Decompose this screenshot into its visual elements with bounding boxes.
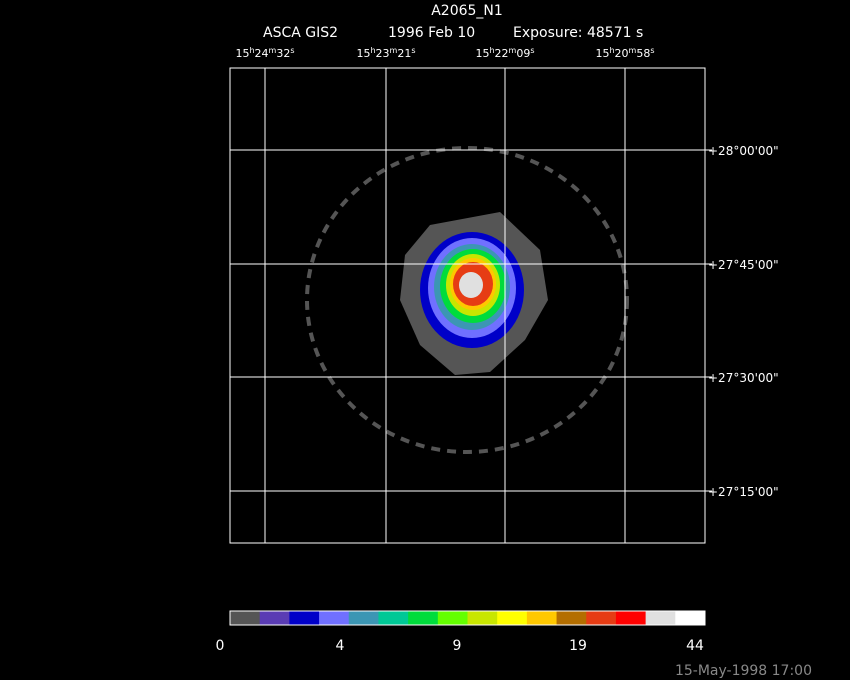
colorbar-label: 19 (569, 638, 587, 654)
colorbar-swatch (497, 611, 528, 625)
colorbar-label: 9 (453, 638, 462, 654)
colorbar-label: 0 (216, 638, 225, 654)
ring (305, 146, 629, 454)
colorbar-swatch (586, 611, 617, 625)
ra-label: 15h20m58s (595, 46, 654, 60)
colorbar-swatch (259, 611, 290, 625)
ra-label-part: 09 (516, 47, 530, 60)
ra-label-part: 22 (495, 47, 509, 60)
ra-label-part: h (609, 46, 614, 55)
colorbar-swatch (645, 611, 676, 625)
ra-label-part: h (489, 46, 494, 55)
ra-label-part: 58 (636, 47, 650, 60)
colorbar-swatch (378, 611, 409, 625)
ra-label-part: m (269, 46, 277, 55)
colorbar-swatch (408, 611, 439, 625)
ra-label-part: s (650, 46, 654, 55)
ra-label: 15h22m09s (475, 46, 534, 60)
colorbar-frame (229, 610, 706, 626)
ra-label-part: 23 (376, 47, 390, 60)
ra-label-part: m (390, 46, 398, 55)
instrument: ASCA GIS2 (263, 25, 338, 41)
colorbar-swatch (675, 611, 706, 625)
ra-label: 15h24m32s (235, 46, 294, 60)
ra-label-part: 24 (255, 47, 269, 60)
dec-label: +28°00'00" (708, 144, 779, 158)
ra-label-part: 15 (235, 47, 249, 60)
dec-label: +27°15'00" (708, 485, 779, 499)
ra-label-part: 21 (397, 47, 411, 60)
colorbar-label: 44 (686, 638, 704, 654)
colorbar-swatch (230, 611, 261, 625)
dec-label: +27°30'00" (708, 371, 779, 385)
colorbar-swatch (348, 611, 379, 625)
colorbar-swatch (319, 611, 350, 625)
ra-label-part: s (290, 46, 294, 55)
exposure: Exposure: 48571 s (513, 25, 643, 41)
ra-label-part: 15 (475, 47, 489, 60)
ra-label-part: s (411, 46, 415, 55)
ra-label-part: 20 (615, 47, 629, 60)
colorbar-swatch (289, 611, 320, 625)
ra-label: 15h23m21s (356, 46, 415, 60)
colorbar-swatch (526, 611, 558, 625)
timestamp: 15-May-1998 17:00 (675, 663, 812, 679)
date: 1996 Feb 10 (388, 25, 475, 41)
ra-label-part: s (530, 46, 534, 55)
colorbar-swatch (615, 611, 647, 625)
ra-label-part: m (509, 46, 517, 55)
colorbar-swatch (467, 611, 498, 625)
ra-label-part: 32 (276, 47, 290, 60)
ra-label-part: h (249, 46, 254, 55)
ra-label-part: 15 (595, 47, 609, 60)
colorbar-swatch (556, 611, 587, 625)
image (229, 67, 706, 544)
colorbar-label: 4 (336, 638, 345, 654)
title: A2065_N1 (431, 3, 503, 19)
ra-label-part: m (629, 46, 637, 55)
ra-label-part: h (370, 46, 375, 55)
colorbar-swatch (437, 611, 468, 625)
dec-label: +27°45'00" (708, 258, 779, 272)
ra-label-part: 15 (356, 47, 370, 60)
cluster-core (459, 272, 483, 298)
